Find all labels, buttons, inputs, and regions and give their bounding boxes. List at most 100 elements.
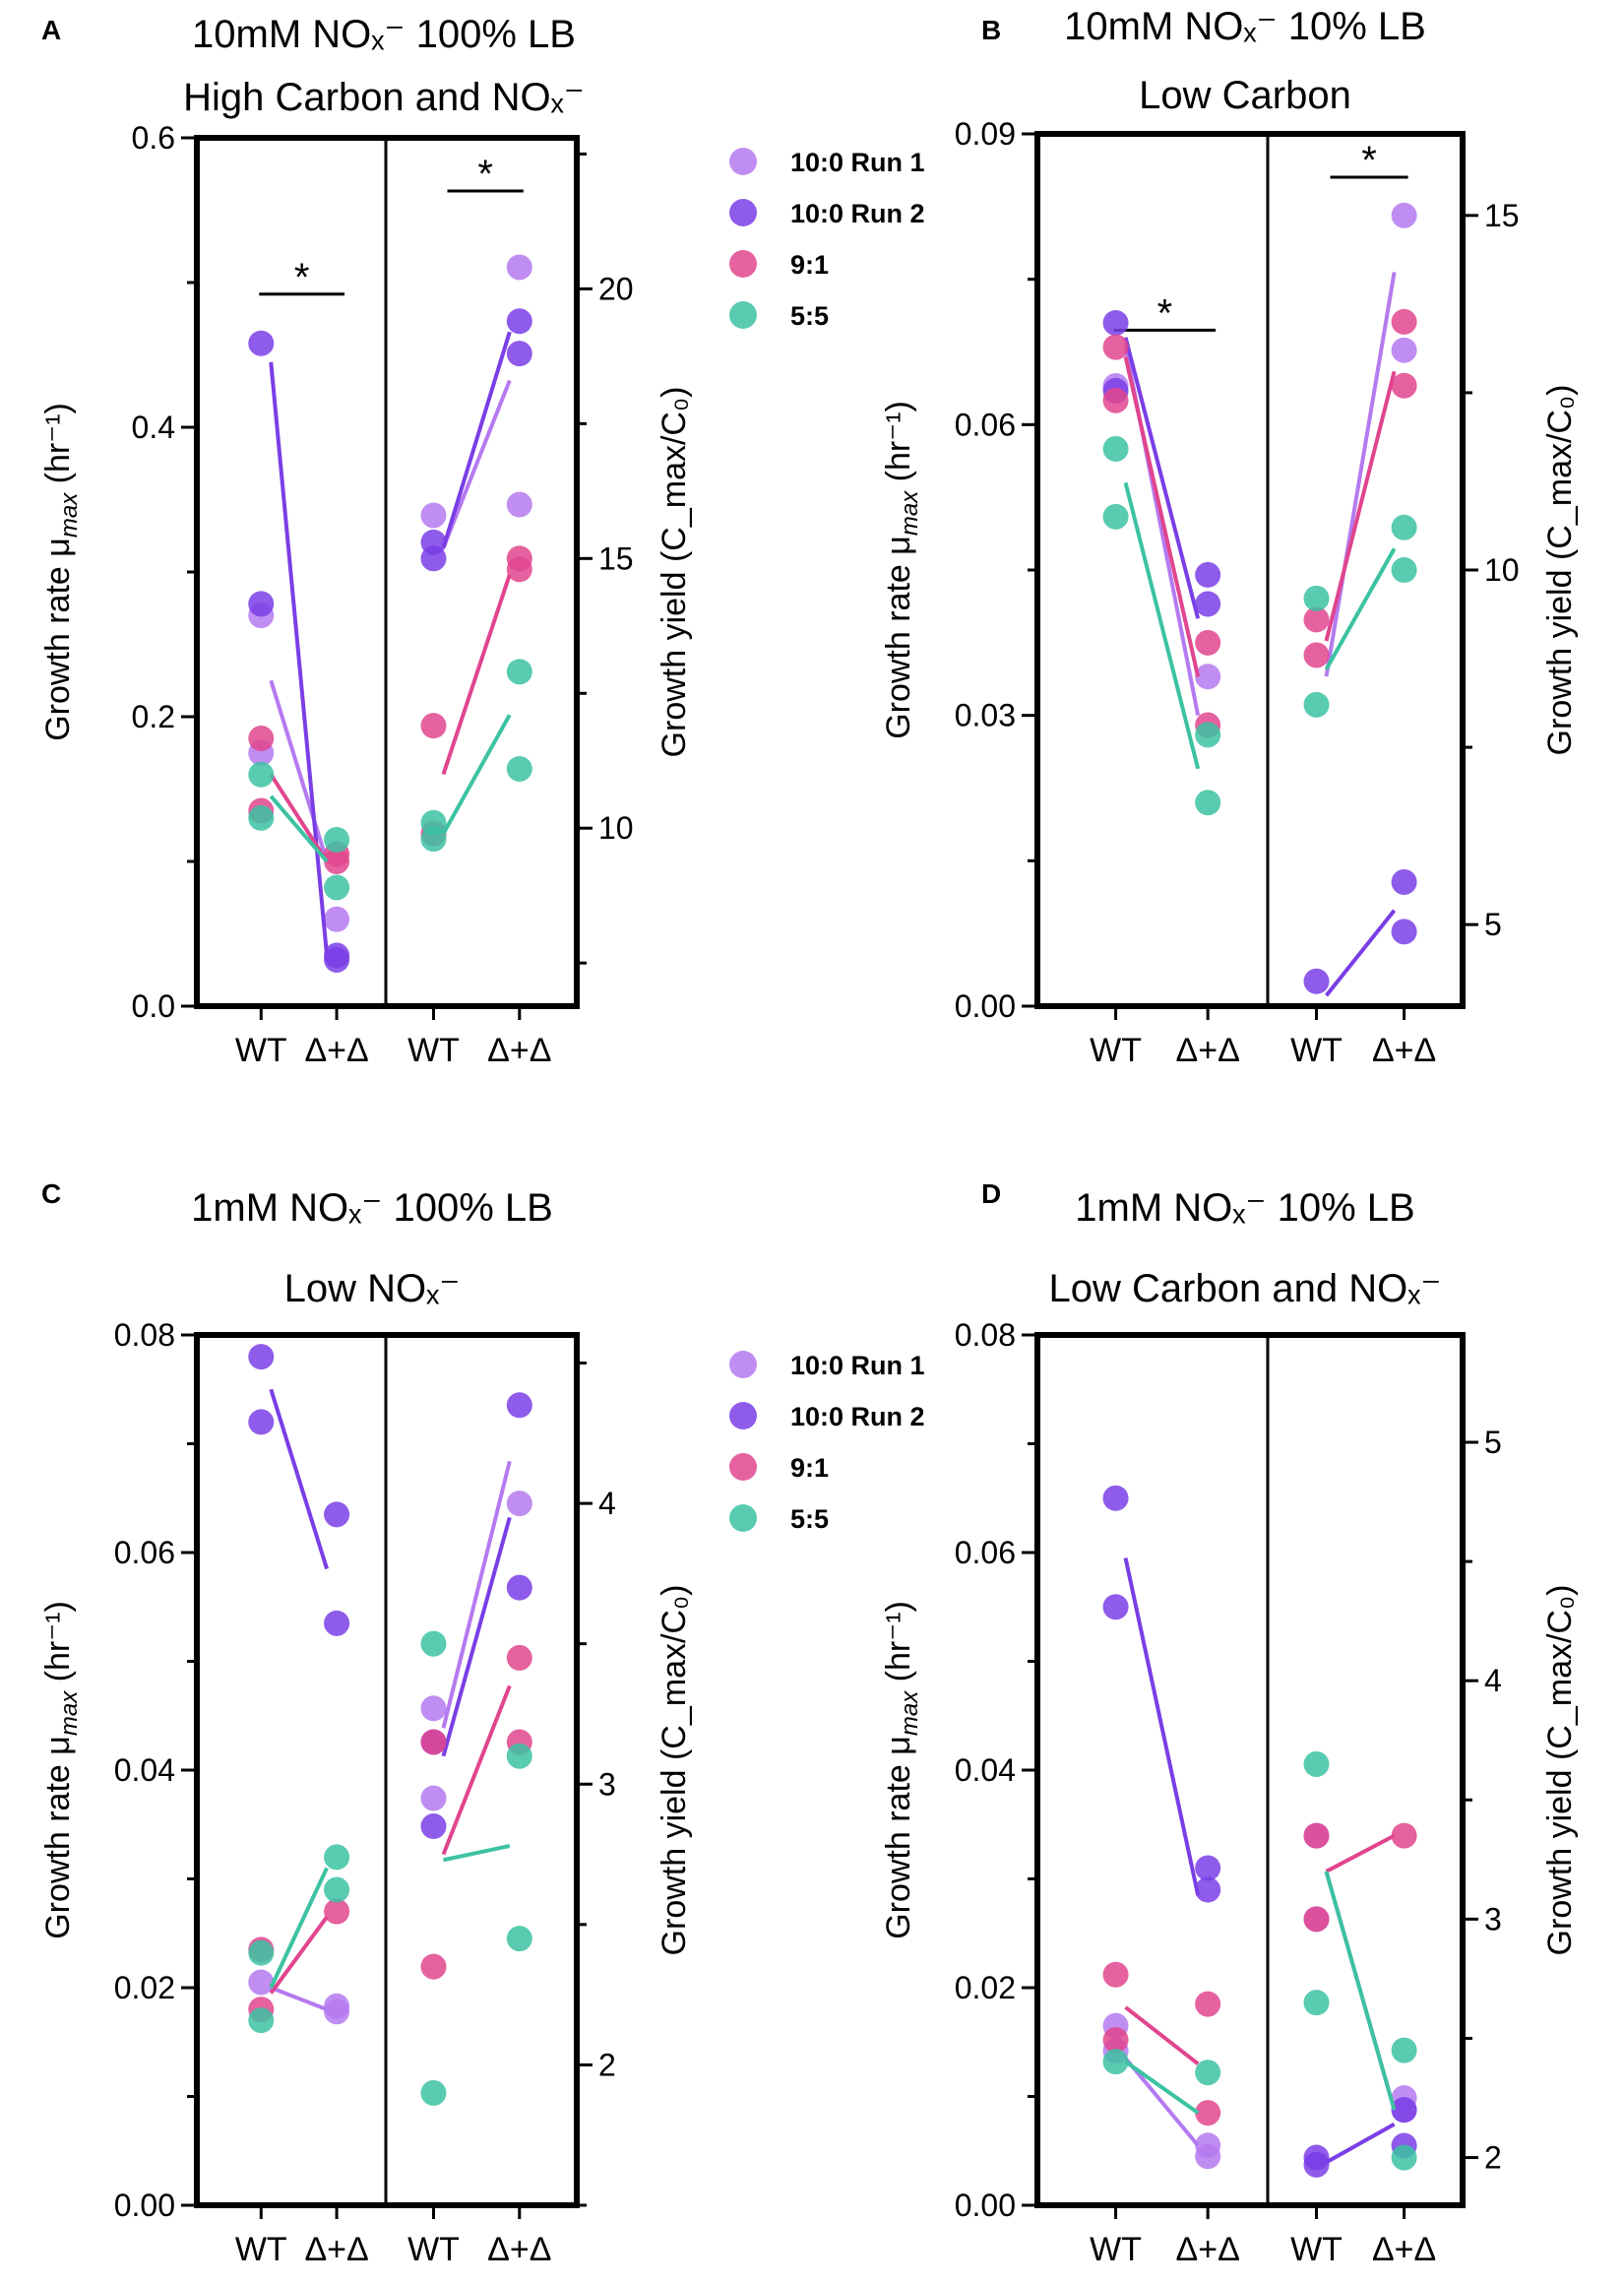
left-tick-label: 0.02 (955, 1970, 1016, 2005)
rate-wt-point (1102, 309, 1129, 336)
rate-mutant-point (1195, 591, 1221, 617)
yield-wt-point (420, 713, 447, 739)
rate-trend-line (1123, 1557, 1201, 1896)
yield-trend-line (1324, 272, 1397, 677)
x-category-label: WT (1290, 1032, 1343, 1069)
right-tick-label: 4 (598, 1486, 616, 1521)
left-axis-label: Growth rate μmax (hr⁻¹) (880, 401, 923, 739)
yield-trend-line (441, 1460, 512, 1729)
left-axis-label-unit: (hr⁻¹) (39, 1601, 77, 1691)
legend-label: 5:5 (790, 301, 829, 331)
yield-mutant-point (506, 341, 532, 367)
rate-mutant-point (324, 1999, 350, 2025)
rate-mutant-point (1195, 2132, 1221, 2159)
yield-wt-point (1303, 606, 1330, 633)
legend-swatch (729, 148, 757, 175)
yield-mutant-point (506, 1392, 532, 1419)
rate-mutant-point (324, 1876, 350, 1903)
left-axis-label-unit: (hr⁻¹) (880, 401, 917, 491)
rate-wt-point (248, 761, 275, 788)
yield-wt-point (420, 1729, 447, 1755)
legend-label: 9:1 (790, 250, 829, 280)
panel-title: 10mM NOₓ⁻ 10% LB (1064, 5, 1426, 48)
left-axis-label-subscript: max (897, 1690, 923, 1736)
left-axis-label-unit: (hr⁻¹) (880, 1601, 917, 1691)
x-category-label: Δ+Δ (1372, 2231, 1436, 2268)
x-category-label: WT (235, 2231, 287, 2268)
yield-mutant-point (506, 1926, 532, 1952)
yield-mutant-point (1391, 514, 1417, 540)
legend-label: 9:1 (790, 1453, 829, 1483)
yield-wt-point (1303, 968, 1330, 994)
left-axis-label: Growth rate μmax (hr⁻¹) (39, 403, 83, 741)
panel-b: B 10mM NOₓ⁻ 10% LB Low Carbon 0.00 0.03 0.06 0… (880, 5, 1579, 1069)
rate-mutant-point (324, 849, 350, 874)
yield-wt-point (1303, 1906, 1330, 1933)
rate-wt-point (248, 804, 275, 831)
plot-frame (1034, 1332, 1466, 2208)
panel-letter: B (981, 15, 1001, 45)
x-category-label: WT (1090, 2231, 1142, 2268)
rate-mutant-point (324, 946, 350, 973)
rate-wt-point (1102, 435, 1129, 462)
yield-trend-line (1324, 370, 1397, 642)
rate-mutant-point (1195, 1991, 1221, 2017)
x-category-label: WT (235, 1032, 287, 1069)
panel-subtitle: Low Carbon and NOₓ⁻ (1049, 1267, 1442, 1310)
significance-star: * (294, 256, 310, 299)
yield-mutant-point (1391, 337, 1417, 363)
right-axis-label: Growth yield (C_max/C₀) (1541, 1585, 1579, 1956)
legend-swatch (729, 250, 757, 278)
rate-wt-point (248, 591, 275, 617)
x-category-label: Δ+Δ (1176, 2231, 1240, 2268)
series-10-0-run-1 (248, 1460, 532, 2025)
yield-wt-point (420, 1695, 447, 1722)
legend-swatch (729, 1351, 757, 1378)
rate-wt-point (1102, 2027, 1129, 2054)
rate-mutant-point (1195, 2060, 1221, 2086)
rate-mutant-point (324, 826, 350, 853)
yield-mutant-point (1391, 202, 1417, 228)
significance-star: * (1361, 139, 1377, 182)
x-category-label: WT (1290, 2231, 1343, 2268)
left-axis-label-unit: (hr⁻¹) (39, 403, 77, 493)
right-tick-label: 15 (1484, 198, 1520, 233)
yield-trend-line (441, 574, 512, 776)
yield-trend-line (441, 1684, 512, 1856)
yield-wt-point (1303, 1990, 1330, 2016)
right-tick-label: 2 (598, 2047, 616, 2082)
left-tick-label: 0.06 (955, 1535, 1016, 1570)
yield-trend-line (1324, 547, 1397, 670)
series-10-0-run-1 (1102, 1822, 1417, 2170)
rate-mutant-point (1195, 722, 1221, 748)
right-tick-label: 10 (598, 810, 634, 846)
left-axis-label-subscript: max (897, 490, 923, 536)
yield-wt-point (420, 1953, 447, 1980)
yield-trend-line (1324, 1871, 1397, 2111)
legend-swatch (729, 301, 757, 329)
rate-wt-point (248, 1344, 275, 1370)
yield-wt-point (1303, 585, 1330, 611)
yield-mutant-point (1391, 2037, 1417, 2063)
yield-mutant-point (506, 308, 532, 335)
rate-wt-point (1102, 2049, 1129, 2075)
rate-mutant-point (324, 874, 350, 901)
left-tick-label: 0.06 (955, 407, 1016, 442)
rate-trend-line (269, 773, 329, 863)
yield-mutant-point (1391, 919, 1417, 945)
yield-trend-line (441, 1516, 512, 1757)
yield-wt-point (420, 1813, 447, 1840)
left-tick-label: 0.08 (114, 1317, 175, 1353)
yield-trend-line (1325, 2122, 1396, 2165)
yield-mutant-point (506, 1491, 532, 1517)
legend-swatch (729, 1402, 757, 1429)
rate-wt-point (248, 1939, 275, 1966)
left-tick-label: 0.06 (114, 1535, 175, 1570)
yield-mutant-point (506, 755, 532, 782)
rate-mutant-point (1195, 561, 1221, 588)
right-tick-label: 10 (1484, 552, 1520, 588)
legend-label: 10:0 Run 1 (790, 148, 925, 177)
left-axis-label-subscript: max (56, 492, 83, 538)
left-tick-label: 0.6 (132, 120, 175, 156)
